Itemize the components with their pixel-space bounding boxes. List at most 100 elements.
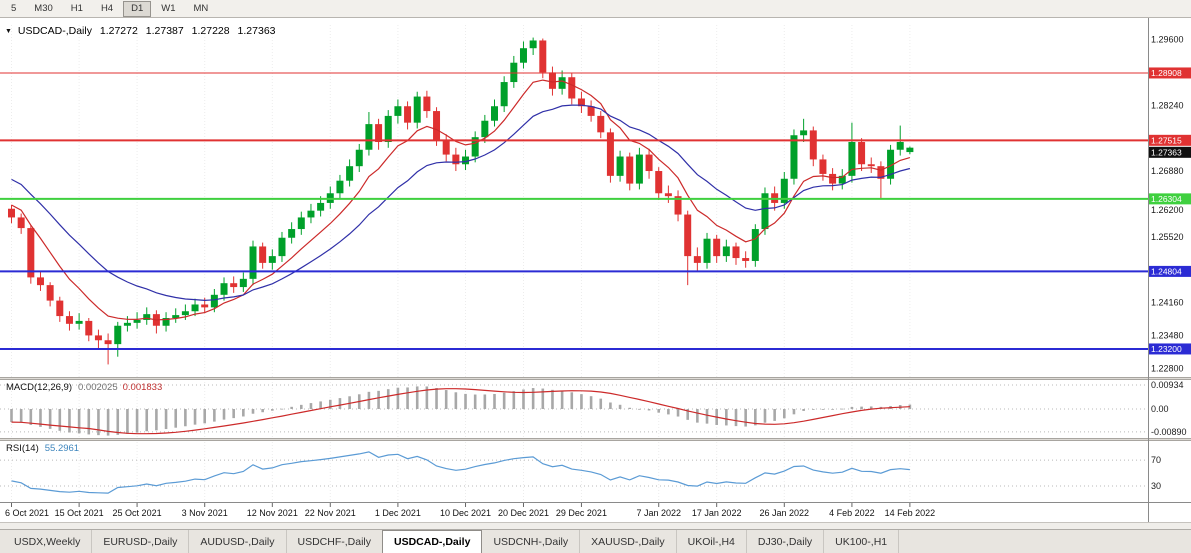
macd-histogram-bar <box>551 389 554 409</box>
macd-histogram-bar <box>68 409 71 433</box>
tab-uk100-h1[interactable]: UK100-,H1 <box>824 530 900 553</box>
timeframe-button-h4[interactable]: H4 <box>100 2 114 14</box>
candle-body <box>635 154 643 184</box>
tab-usdcnh-daily[interactable]: USDCNH-,Daily <box>482 530 581 553</box>
macd-histogram-bar <box>792 409 796 415</box>
candle-body <box>268 256 276 263</box>
macd-histogram-bar <box>821 408 825 410</box>
macd-histogram-bar <box>628 407 632 409</box>
macd-histogram-bar <box>97 409 100 436</box>
macd-histogram-bar <box>116 409 120 435</box>
panel-separator[interactable] <box>0 438 1191 441</box>
tab-ukoil-h4[interactable]: UKOil-,H4 <box>677 530 747 553</box>
macd-histogram-bar <box>725 409 728 426</box>
price-badge-label: 1.27515 <box>1151 136 1182 146</box>
macd-histogram-bar <box>367 391 371 409</box>
macd-histogram-bar <box>831 408 834 410</box>
macd-histogram-bar <box>647 409 651 411</box>
macd-histogram-bar <box>744 409 747 427</box>
macd-histogram-bar <box>609 402 612 409</box>
macd-label: MACD(12,26,9) 0.002025 0.001833 <box>6 382 162 393</box>
date-label: 22 Nov 2021 <box>305 508 356 518</box>
tab-audusd-daily[interactable]: AUDUSD-,Daily <box>189 530 287 553</box>
ohlc-close: 1.27363 <box>237 25 276 37</box>
macd-histogram-bar <box>338 398 342 409</box>
macd-axis-label: 0.00934 <box>1151 380 1184 390</box>
tab-usdcad-daily[interactable]: USDCAD-,Daily <box>382 530 483 553</box>
macd-histogram-bar <box>560 390 564 409</box>
candle-body <box>887 149 895 179</box>
price-axis-label: 1.29600 <box>1151 35 1184 45</box>
timeframe-button-d1[interactable]: D1 <box>123 0 152 17</box>
macd-histogram-bar <box>657 409 661 413</box>
candle-body <box>133 319 141 323</box>
macd-histogram-bar <box>638 408 641 410</box>
candle-body <box>104 340 112 345</box>
timeframe-button-w1[interactable]: W1 <box>161 2 176 14</box>
macd-histogram-bar <box>483 394 487 409</box>
macd-histogram-bar <box>106 409 110 436</box>
timeframe-button-5[interactable]: 5 <box>11 2 17 14</box>
price-axis-label: 1.28240 <box>1151 100 1184 110</box>
chart-canvas[interactable]: 0.00934 0.00 -0.00890 70 30 1.29600 1.28240 1.2… <box>0 18 1191 529</box>
chart-hscrollbar[interactable] <box>0 522 1191 529</box>
macd-histogram-bar <box>570 392 574 409</box>
date-label: 29 Dec 2021 <box>556 508 607 518</box>
candle-body <box>307 210 315 218</box>
timeframe-button-m30[interactable]: M30 <box>34 2 53 14</box>
macd-histogram-bar <box>522 389 525 409</box>
candle-body <box>877 166 885 179</box>
timeframe-button-mn[interactable]: MN <box>193 2 209 14</box>
candle-body <box>442 140 450 155</box>
chart-area: 0.00934 0.00 -0.00890 70 30 1.29600 1.28240 1.2… <box>0 18 1191 529</box>
candle-body <box>722 246 730 257</box>
timeframe-button-h1[interactable]: H1 <box>70 2 83 14</box>
candle-body <box>539 40 547 73</box>
tab-eurusd-daily[interactable]: EURUSD-,Daily <box>92 530 190 553</box>
candle-body <box>838 175 846 184</box>
candle-body <box>123 322 131 326</box>
macd-signal-line <box>11 388 910 435</box>
macd-histogram-bar <box>811 409 815 410</box>
macd-histogram-bar <box>396 387 400 409</box>
macd-histogram-bar <box>39 409 42 427</box>
macd-histogram-bar <box>203 409 206 424</box>
candle-body <box>75 320 83 324</box>
macd-histogram-bar <box>29 409 33 425</box>
date-label: 1 Dec 2021 <box>375 508 421 518</box>
candle-body <box>423 96 431 112</box>
tab-dj30-daily[interactable]: DJ30-,Daily <box>747 530 825 553</box>
candle-body <box>8 208 15 218</box>
macd-histogram-bar <box>290 406 293 409</box>
macd-histogram-bar <box>705 409 709 424</box>
macd-histogram-bar <box>696 409 699 423</box>
macd-main-value: 0.002025 <box>78 382 118 393</box>
macd-histogram-bar <box>541 388 545 409</box>
candle-body <box>674 196 682 215</box>
candle-body <box>713 238 721 257</box>
price-level-badge <box>1149 134 1191 146</box>
tab-usdchf-daily[interactable]: USDCHF-,Daily <box>287 530 384 553</box>
ma-slow-line <box>11 104 911 302</box>
tab-xauusd-daily[interactable]: XAUUSD-,Daily <box>580 530 677 553</box>
price-badge-label: 1.26304 <box>1151 194 1182 204</box>
price-axis-label: 1.24160 <box>1151 298 1184 308</box>
candle-body <box>751 229 759 261</box>
macd-histogram-bar <box>348 396 351 409</box>
candle-body <box>500 82 508 107</box>
candle-body <box>317 202 325 211</box>
macd-histogram-bar <box>213 409 216 422</box>
candle-body <box>558 77 566 89</box>
macd-histogram-bar <box>473 394 477 409</box>
macd-histogram-bar <box>512 391 516 409</box>
chart-symbol-label: USDCAD-,Daily <box>17 25 92 37</box>
panel-separator[interactable] <box>0 377 1191 380</box>
candle-body <box>56 300 64 317</box>
macd-histogram-bar <box>87 409 91 435</box>
tab-usdx-weekly[interactable]: USDX,Weekly <box>3 530 93 553</box>
macd-histogram-bar <box>415 386 419 409</box>
candle-body <box>249 246 257 279</box>
chart-dropdown-icon[interactable]: ▼ <box>5 28 12 35</box>
macd-histogram-bar <box>145 409 149 432</box>
